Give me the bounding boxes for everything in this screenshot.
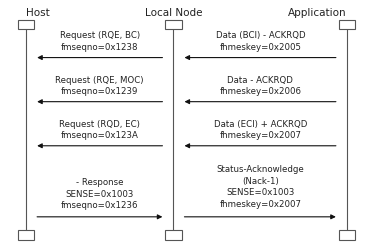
- Text: Application: Application: [288, 8, 347, 18]
- Text: - Response
SENSE=0x1003
fmseqno=0x1236: - Response SENSE=0x1003 fmseqno=0x1236: [61, 178, 138, 210]
- Text: Data (ECI) + ACKRQD
fhmeskey=0x2007: Data (ECI) + ACKRQD fhmeskey=0x2007: [214, 120, 307, 140]
- Text: Host: Host: [26, 8, 50, 18]
- Bar: [165, 230, 182, 240]
- Text: Request (RQD, EC)
fmseqno=0x123A: Request (RQD, EC) fmseqno=0x123A: [59, 120, 140, 140]
- Text: Local Node: Local Node: [145, 8, 202, 18]
- Text: Request (RQE, MOC)
fmseqno=0x1239: Request (RQE, MOC) fmseqno=0x1239: [55, 76, 144, 96]
- Bar: [165, 20, 182, 29]
- Bar: [18, 230, 34, 240]
- Bar: [339, 230, 355, 240]
- Bar: [339, 20, 355, 29]
- Text: Data - ACKRQD
fhmeskey=0x2006: Data - ACKRQD fhmeskey=0x2006: [219, 76, 301, 96]
- Bar: [18, 20, 34, 29]
- Text: Request (RQE, BC)
fmseqno=0x1238: Request (RQE, BC) fmseqno=0x1238: [60, 32, 140, 52]
- Text: Data (BCI) - ACKRQD
fhmeskey=0x2005: Data (BCI) - ACKRQD fhmeskey=0x2005: [216, 32, 305, 52]
- Text: Status-Acknowledge
(Nack-1)
SENSE=0x1003
fhmeskey=0x2007: Status-Acknowledge (Nack-1) SENSE=0x1003…: [216, 165, 304, 209]
